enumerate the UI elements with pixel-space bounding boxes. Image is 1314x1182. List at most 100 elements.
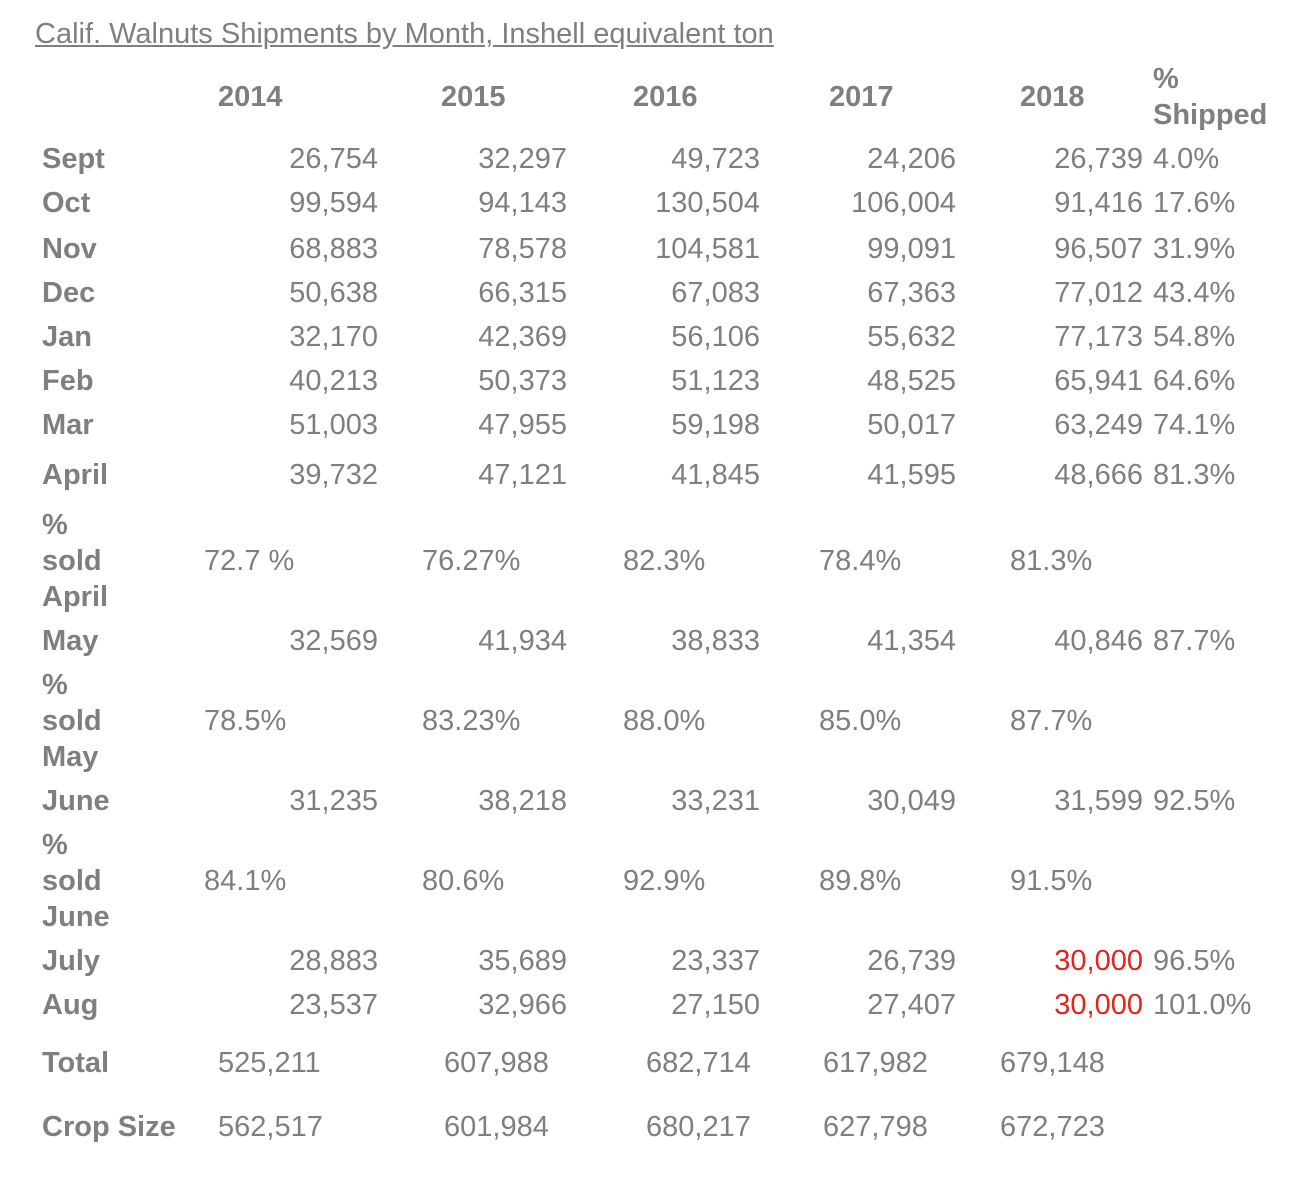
row-label-month: Jan [42, 321, 92, 353]
shipment-value: 49,723 [671, 143, 760, 175]
pct-sold-value: 83.23% [422, 705, 521, 737]
shipment-value: 24,206 [867, 143, 956, 175]
shipment-value: 99,594 [289, 187, 378, 219]
shipment-value: 30,000 [1054, 989, 1143, 1021]
row-label-sold-line: April [42, 581, 109, 613]
shipment-value: 104,581 [655, 233, 760, 265]
header-year-2016: 2016 [633, 81, 698, 113]
row-label-month: Sept [42, 143, 105, 175]
row-label-month: June [42, 785, 110, 817]
total-value: 672,723 [1000, 1111, 1105, 1143]
shipment-value: 35,689 [478, 945, 567, 977]
total-value: 679,148 [1000, 1047, 1105, 1079]
shipment-value: 32,297 [478, 143, 567, 175]
shipment-value: 59,198 [671, 409, 760, 441]
header-year-2015: 2015 [441, 81, 506, 113]
pct-sold-value: 91.5% [1010, 865, 1093, 897]
pct-shipped-value: 4.0% [1153, 143, 1220, 175]
pct-sold-value: 78.5% [204, 705, 287, 737]
pct-shipped-value: 81.3% [1153, 459, 1236, 491]
shipment-value: 26,754 [289, 143, 378, 175]
total-value: 525,211 [218, 1047, 321, 1079]
row-label-month: Dec [42, 277, 96, 309]
shipment-value: 47,955 [478, 409, 567, 441]
shipment-value: 28,883 [289, 945, 378, 977]
pct-shipped-value: 87.7% [1153, 625, 1236, 657]
pct-shipped-value: 31.9% [1153, 233, 1236, 265]
shipment-value: 32,569 [289, 625, 378, 657]
pct-sold-value: 92.9% [623, 865, 706, 897]
row-label-month: Nov [42, 233, 97, 265]
row-label-total: Crop Size [42, 1111, 176, 1143]
pct-sold-value: 76.27% [422, 545, 521, 577]
shipment-value: 31,599 [1054, 785, 1143, 817]
pct-shipped-value: 43.4% [1153, 277, 1236, 309]
shipment-value: 26,739 [867, 945, 956, 977]
shipment-value: 68,883 [289, 233, 378, 265]
shipment-value: 41,354 [867, 625, 956, 657]
shipment-value: 23,537 [289, 989, 378, 1021]
pct-sold-value: 80.6% [422, 865, 505, 897]
total-value: 682,714 [646, 1047, 751, 1079]
shipment-value: 67,363 [867, 277, 956, 309]
shipment-value: 38,218 [478, 785, 567, 817]
header-pct-shipped-symbol: % [1153, 63, 1179, 95]
table-title: Calif. Walnuts Shipments by Month, Inshe… [35, 18, 774, 50]
shipment-value: 40,846 [1054, 625, 1143, 657]
shipment-value: 130,504 [655, 187, 760, 219]
shipment-value: 42,369 [478, 321, 567, 353]
shipment-value: 33,231 [671, 785, 760, 817]
shipment-value: 41,595 [867, 459, 956, 491]
row-label-sold-line: sold [42, 545, 102, 577]
shipment-value: 41,845 [671, 459, 760, 491]
pct-shipped-value: 101.0% [1153, 989, 1252, 1021]
row-label-sold-line: % [42, 509, 68, 541]
pct-shipped-value: 92.5% [1153, 785, 1236, 817]
shipment-value: 26,739 [1054, 143, 1143, 175]
total-value: 680,217 [646, 1111, 751, 1143]
pct-sold-value: 81.3% [1010, 545, 1093, 577]
row-label-sold-line: sold [42, 705, 102, 737]
row-label-month: May [42, 625, 99, 657]
header-year-2014: 2014 [218, 81, 283, 113]
shipment-value: 56,106 [671, 321, 760, 353]
shipment-value: 30,000 [1054, 945, 1143, 977]
shipment-value: 96,507 [1054, 233, 1143, 265]
shipment-value: 50,373 [478, 365, 567, 397]
shipment-value: 41,934 [478, 625, 567, 657]
total-value: 562,517 [218, 1111, 323, 1143]
shipment-value: 55,632 [867, 321, 956, 353]
row-label-sold-line: % [42, 669, 68, 701]
row-label-month: Oct [42, 187, 91, 219]
pct-shipped-value: 74.1% [1153, 409, 1236, 441]
pct-sold-value: 88.0% [623, 705, 706, 737]
shipment-value: 30,049 [867, 785, 956, 817]
shipment-value: 50,017 [867, 409, 956, 441]
row-label-month: July [42, 945, 101, 977]
pct-shipped-value: 64.6% [1153, 365, 1236, 397]
shipment-value: 48,666 [1054, 459, 1143, 491]
pct-sold-value: 85.0% [819, 705, 902, 737]
pct-shipped-value: 17.6% [1153, 187, 1236, 219]
pct-sold-value: 82.3% [623, 545, 706, 577]
row-label-month: Mar [42, 409, 94, 441]
shipment-value: 66,315 [478, 277, 567, 309]
shipment-value: 31,235 [289, 785, 378, 817]
pct-sold-value: 84.1% [204, 865, 287, 897]
shipment-value: 94,143 [478, 187, 567, 219]
shipment-value: 51,003 [289, 409, 378, 441]
total-value: 607,988 [444, 1047, 549, 1079]
row-label-sold-line: % [42, 829, 68, 861]
pct-sold-value: 72.7 % [204, 545, 295, 577]
shipment-value: 99,091 [867, 233, 956, 265]
row-label-month: April [42, 459, 109, 491]
header-year-2017: 2017 [829, 81, 894, 113]
row-label-month: Aug [42, 989, 99, 1021]
shipment-value: 78,578 [478, 233, 567, 265]
shipment-value: 48,525 [867, 365, 956, 397]
shipment-value: 65,941 [1054, 365, 1143, 397]
row-label-sold-line: sold [42, 865, 102, 897]
shipment-value: 40,213 [289, 365, 378, 397]
shipment-value: 39,732 [289, 459, 378, 491]
total-value: 617,982 [823, 1047, 928, 1079]
